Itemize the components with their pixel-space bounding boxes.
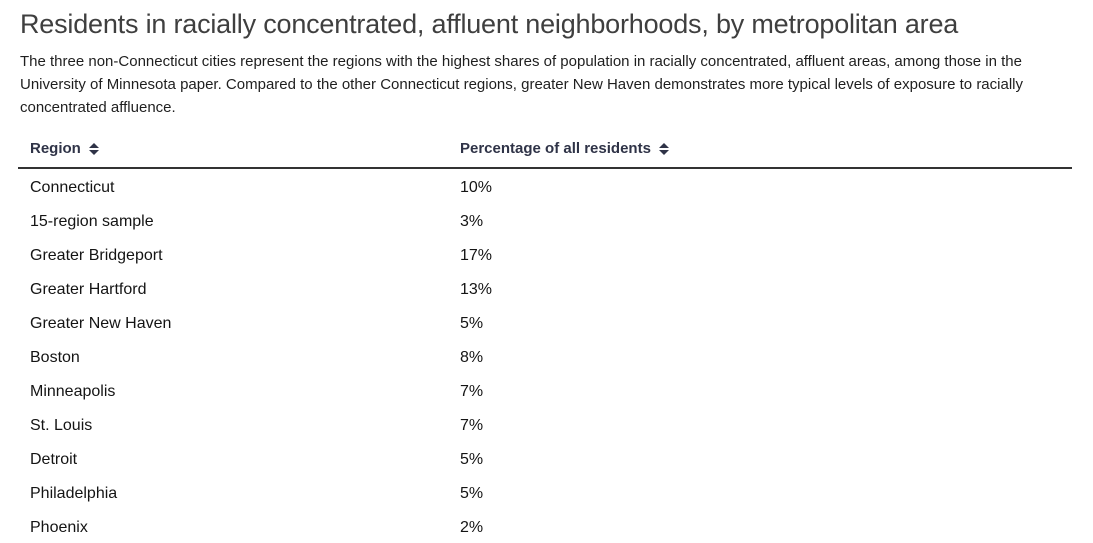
table-row: Greater Hartford 13%: [18, 273, 1072, 307]
table-header-row: Region Percentage of all residents: [18, 132, 1072, 170]
percentage-cell: 8%: [460, 349, 484, 367]
region-cell: St. Louis: [30, 417, 93, 435]
table-row: Boston 8%: [18, 341, 1072, 375]
percentage-cell: 5%: [460, 485, 484, 503]
region-cell: Connecticut: [30, 179, 115, 197]
table-row: St. Louis 7%: [18, 409, 1072, 443]
region-cell: 15-region sample: [30, 213, 154, 231]
table-body: Connecticut 10% 15-region sample 3% Grea…: [18, 169, 1072, 543]
region-cell: Boston: [30, 349, 80, 367]
page-title: Residents in racially concentrated, affl…: [20, 9, 959, 39]
region-cell: Greater Hartford: [30, 281, 147, 299]
percentage-cell: 7%: [460, 417, 484, 435]
percentage-cell: 17%: [460, 247, 493, 265]
sort-icon: [658, 142, 669, 155]
table-row: Phoenix 2%: [18, 511, 1072, 543]
table-row: Detroit 5%: [18, 443, 1072, 477]
sort-icon: [88, 142, 99, 155]
percentage-cell: 13%: [460, 281, 493, 299]
page-description: The three non-Connecticut cities represe…: [20, 53, 1023, 117]
table-row: Minneapolis 7%: [18, 375, 1072, 409]
column-header-percentage[interactable]: Percentage of all residents: [448, 136, 1072, 167]
percentage-cell: 10%: [460, 179, 493, 197]
column-header-region-label: Region: [30, 140, 81, 158]
data-table: Region Percentage of all residents Conne…: [18, 132, 1072, 543]
table-row: 15-region sample 3%: [18, 205, 1072, 239]
region-cell: Phoenix: [30, 519, 88, 537]
table-row: Greater Bridgeport 17%: [18, 239, 1072, 273]
region-cell: Greater New Haven: [30, 315, 172, 333]
table-row: Connecticut 10%: [18, 171, 1072, 205]
region-cell: Philadelphia: [30, 485, 118, 503]
table-row: Philadelphia 5%: [18, 477, 1072, 511]
region-cell: Detroit: [30, 451, 78, 469]
percentage-cell: 7%: [460, 383, 484, 401]
table-row: Greater New Haven 5%: [18, 307, 1072, 341]
percentage-cell: 3%: [460, 213, 484, 231]
column-header-region[interactable]: Region: [18, 136, 448, 167]
region-cell: Greater Bridgeport: [30, 247, 163, 265]
percentage-cell: 5%: [460, 451, 484, 469]
percentage-cell: 5%: [460, 315, 484, 333]
region-cell: Minneapolis: [30, 383, 116, 401]
percentage-cell: 2%: [460, 519, 484, 537]
column-header-percentage-label: Percentage of all residents: [460, 140, 651, 158]
